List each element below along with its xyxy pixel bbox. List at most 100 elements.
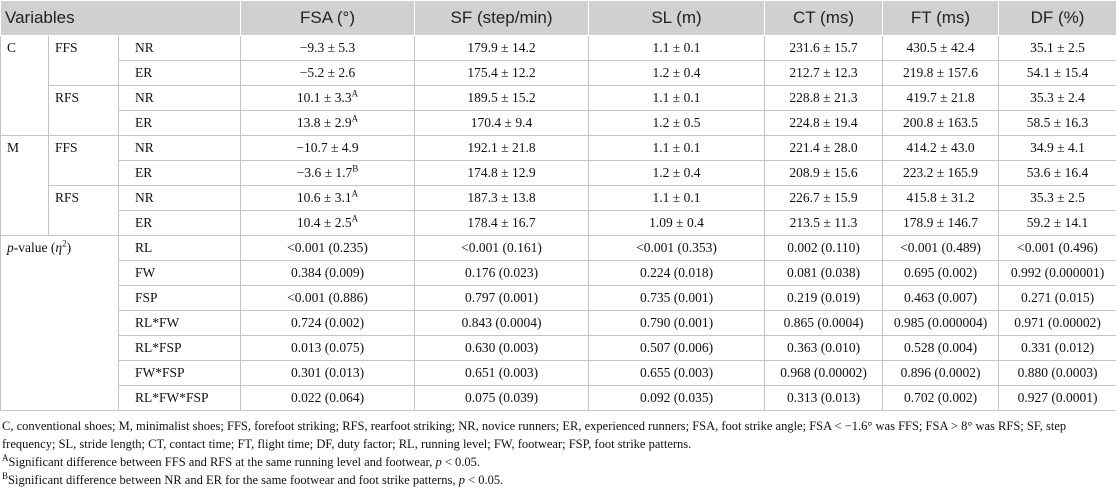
cell-text: 1.2 ± 0.4 [652,65,701,80]
row: FW*FSP 0.301 (0.013) 0.651 (0.003) 0.655 (0… [1,360,1116,386]
header-cell: SF (step/min) [414,0,590,36]
value-cell: 34.9 ± 4.1 [998,135,1116,161]
row: C FFS NR −9.3 ± 5.3 179.9 ± 14.2 1.1 ± 0.1 231… [0,35,1116,136]
cell-text: 0.528 (0.004) [903,340,978,355]
factor-cell: RL*FW [117,310,242,336]
cell-text: 0.992 (0.000001) [1010,265,1105,280]
value-cell: <0.001 (0.353) [588,235,766,261]
cell-text: 58.5 ± 16.3 [1026,115,1089,130]
cell-text: 1.1 ± 0.1 [652,90,701,105]
value-cell: 35.3 ± 2.4 [998,85,1116,111]
value-cell: 219.8 ± 157.6 [882,60,1000,86]
value-cell: 212.7 ± 12.3 [764,60,884,86]
cell-text: 178.4 ± 16.7 [467,215,536,230]
level-cell: NR [117,85,242,111]
cell-text: 35.3 ± 2.4 [1030,90,1085,105]
value-cell: 54.1 ± 15.4 [998,60,1116,86]
value-cell: 0.880 (0.0003) [998,360,1116,386]
footnote-text: Significant difference between FFS and R… [8,455,436,469]
level-cell: ER [117,60,242,86]
cell-text: 0.651 (0.003) [464,365,539,380]
value-cell: 0.724 (0.002) [240,310,416,336]
value-cell: 0.301 (0.013) [240,360,416,386]
cell-text: 419.7 ± 21.8 [906,90,975,105]
cell-text: 178.9 ± 146.7 [903,215,978,230]
value-cell: 224.8 ± 19.4 [764,110,884,136]
cell-text: 0.797 (0.001) [464,290,539,305]
footnote-mark: B [2,470,9,481]
subgroup-cell: RFS [48,185,119,236]
header-row: Variables FSA (°) SF (step/min) SL (m) CT (m… [0,0,1116,36]
cell-text: 13.8 ± 2.9 [296,115,352,130]
cell-text: 34.9 ± 4.1 [1030,140,1085,155]
value-cell: 200.8 ± 163.5 [882,110,1000,136]
superscript: A [351,113,359,124]
cell-text: −9.3 ± 5.3 [299,40,356,55]
cell-text: 0.971 (0.00002) [1014,315,1101,330]
cell-text: 0.968 (0.00002) [780,365,867,380]
cell-text: 0.865 (0.0004) [783,315,864,330]
value-cell: 0.797 (0.001) [414,285,590,311]
value-cell: 53.6 ± 16.4 [998,160,1116,186]
value-cell: 0.865 (0.0004) [764,310,884,336]
level-cell: NR [117,185,242,211]
value-cell: 0.022 (0.064) [240,385,416,411]
cell-text: 0.985 (0.000004) [893,315,988,330]
value-cell: 430.5 ± 42.4 [882,35,1000,61]
row: RFS NR 10.1 ± 3.3A 189.5 ± 15.2 1.1 ± 0.1 228… [1,85,1116,136]
group-cell: M [0,135,49,236]
cell-text: 219.8 ± 157.6 [903,65,978,80]
superscript: A [351,88,359,99]
footnote-tail: < 0.05. [441,455,481,469]
value-cell: 414.2 ± 43.0 [882,135,1000,161]
footnote: BSignificant difference between NR and E… [2,471,1114,489]
footnotes: C, conventional shoes; M, minimalist sho… [0,411,1116,489]
value-cell: 0.313 (0.013) [764,385,884,411]
cell-text: 0.224 (0.018) [639,265,714,280]
cell-text: 0.695 (0.002) [903,265,978,280]
row: ER 10.4 ± 2.5A 178.4 ± 16.7 1.09 ± 0.4 213.5… [1,210,1116,236]
cell-text: 212.7 ± 12.3 [789,65,858,80]
cell-text: <0.001 (0.235) [287,240,368,255]
cell-text: 414.2 ± 43.0 [906,140,975,155]
level-cell: NR [117,35,242,61]
factor-cell: FSP [117,285,242,311]
header-cell: DF (%) [998,0,1116,36]
cell-text: −3.6 ± 1.7 [296,165,353,180]
cell-text: 0.735 (0.001) [639,290,714,305]
row: RL*FSP 0.013 (0.075) 0.630 (0.003) 0.507 (0… [1,335,1116,361]
cell-text: 1.2 ± 0.4 [652,165,701,180]
value-cell: 0.224 (0.018) [588,260,766,286]
p-symbol: p [435,455,442,469]
p-symbol: p [458,473,465,487]
cell-text: 0.092 (0.035) [639,390,714,405]
value-cell: 10.1 ± 3.3A [240,85,416,111]
level-cell: ER [117,210,242,236]
value-cell: 221.4 ± 28.0 [764,135,884,161]
value-cell: 10.6 ± 3.1A [240,185,416,211]
value-cell: 1.09 ± 0.4 [588,210,766,236]
value-cell: <0.001 (0.496) [998,235,1116,261]
value-cell: 0.630 (0.003) [414,335,590,361]
value-cell: 213.5 ± 11.3 [764,210,884,236]
value-cell: 59.2 ± 14.1 [998,210,1116,236]
header-cell: CT (ms) [764,0,884,36]
cell-text: 0.002 (0.110) [787,240,860,255]
footnote: ASignificant difference between FFS and … [2,453,1114,471]
table-body: C FFS NR −9.3 ± 5.3 179.9 ± 14.2 1.1 ± 0.1 231… [0,35,1116,411]
value-cell: 0.992 (0.000001) [998,260,1116,286]
cell-text: 208.9 ± 15.6 [789,165,858,180]
subgroup-cell: FFS [48,135,119,186]
cell-text: 0.463 (0.007) [903,290,978,305]
cell-text: 10.1 ± 3.3 [296,90,352,105]
label-part: ) [66,240,72,255]
cell-text: 35.1 ± 2.5 [1030,40,1085,55]
factor-cell: FW [117,260,242,286]
superscript: A [351,213,359,224]
superscript: B [352,163,359,174]
cell-text: <0.001 (0.161) [461,240,542,255]
value-cell: 419.7 ± 21.8 [882,85,1000,111]
cell-text: 189.5 ± 15.2 [467,90,536,105]
cell-text: 1.2 ± 0.5 [652,115,701,130]
